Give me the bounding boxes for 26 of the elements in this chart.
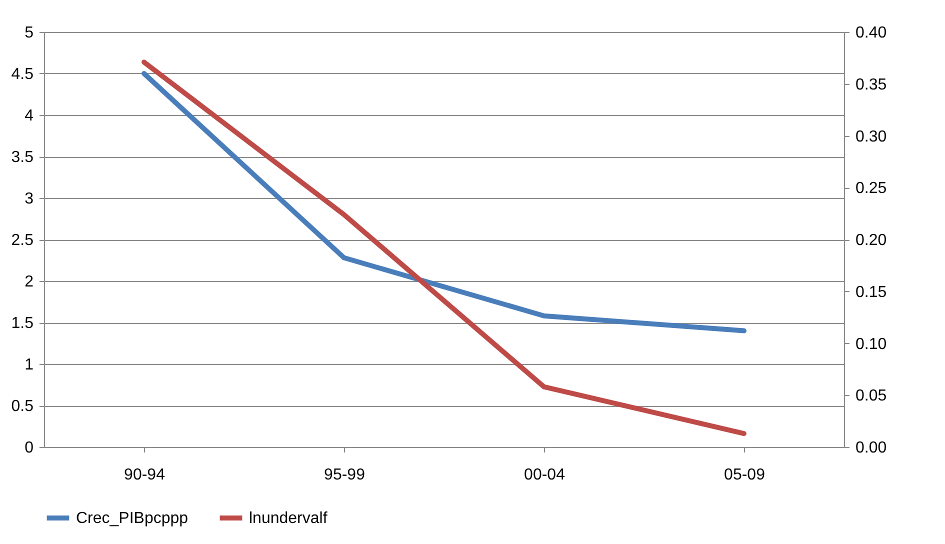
y2-tick-label: 0.10: [856, 336, 887, 353]
y-tick-label: 4: [24, 108, 34, 124]
legend-label: Crec_PIBpcppp: [76, 510, 188, 527]
y-tick-label: 0: [24, 440, 34, 456]
y-tick-label: 1.5: [11, 315, 34, 332]
y-tick-label: 3: [24, 190, 34, 208]
y-tick-label: 2.5: [11, 232, 34, 249]
y2-tick-label: 0.15: [856, 284, 887, 301]
x-tick-label: 90-94: [124, 466, 166, 484]
y-tick-label: 3.5: [11, 149, 34, 166]
y2-tick-label: 0.40: [856, 24, 887, 42]
x-tick-label: 00-04: [524, 466, 566, 484]
y2-tick-label: 0.05: [856, 388, 887, 405]
y2-tick-label: 0.20: [856, 232, 887, 249]
y-tick-label: 2: [24, 274, 34, 290]
y2-tick-label: 0.25: [856, 180, 887, 198]
y-tick-label: 5: [24, 24, 34, 42]
y-tick-label: 0.5: [11, 398, 34, 415]
y2-tick-label: 0.35: [856, 76, 887, 94]
y2-tick-label: 0.00: [856, 440, 887, 456]
y2-tick-label: 0.30: [856, 128, 887, 146]
x-tick-label: 95-99: [324, 466, 366, 484]
x-tick-label: 05-09: [724, 466, 766, 484]
y-tick-label: 1: [24, 356, 34, 374]
legend-label: lnundervalf: [249, 510, 328, 527]
y-tick-label: 4.5: [11, 66, 34, 83]
